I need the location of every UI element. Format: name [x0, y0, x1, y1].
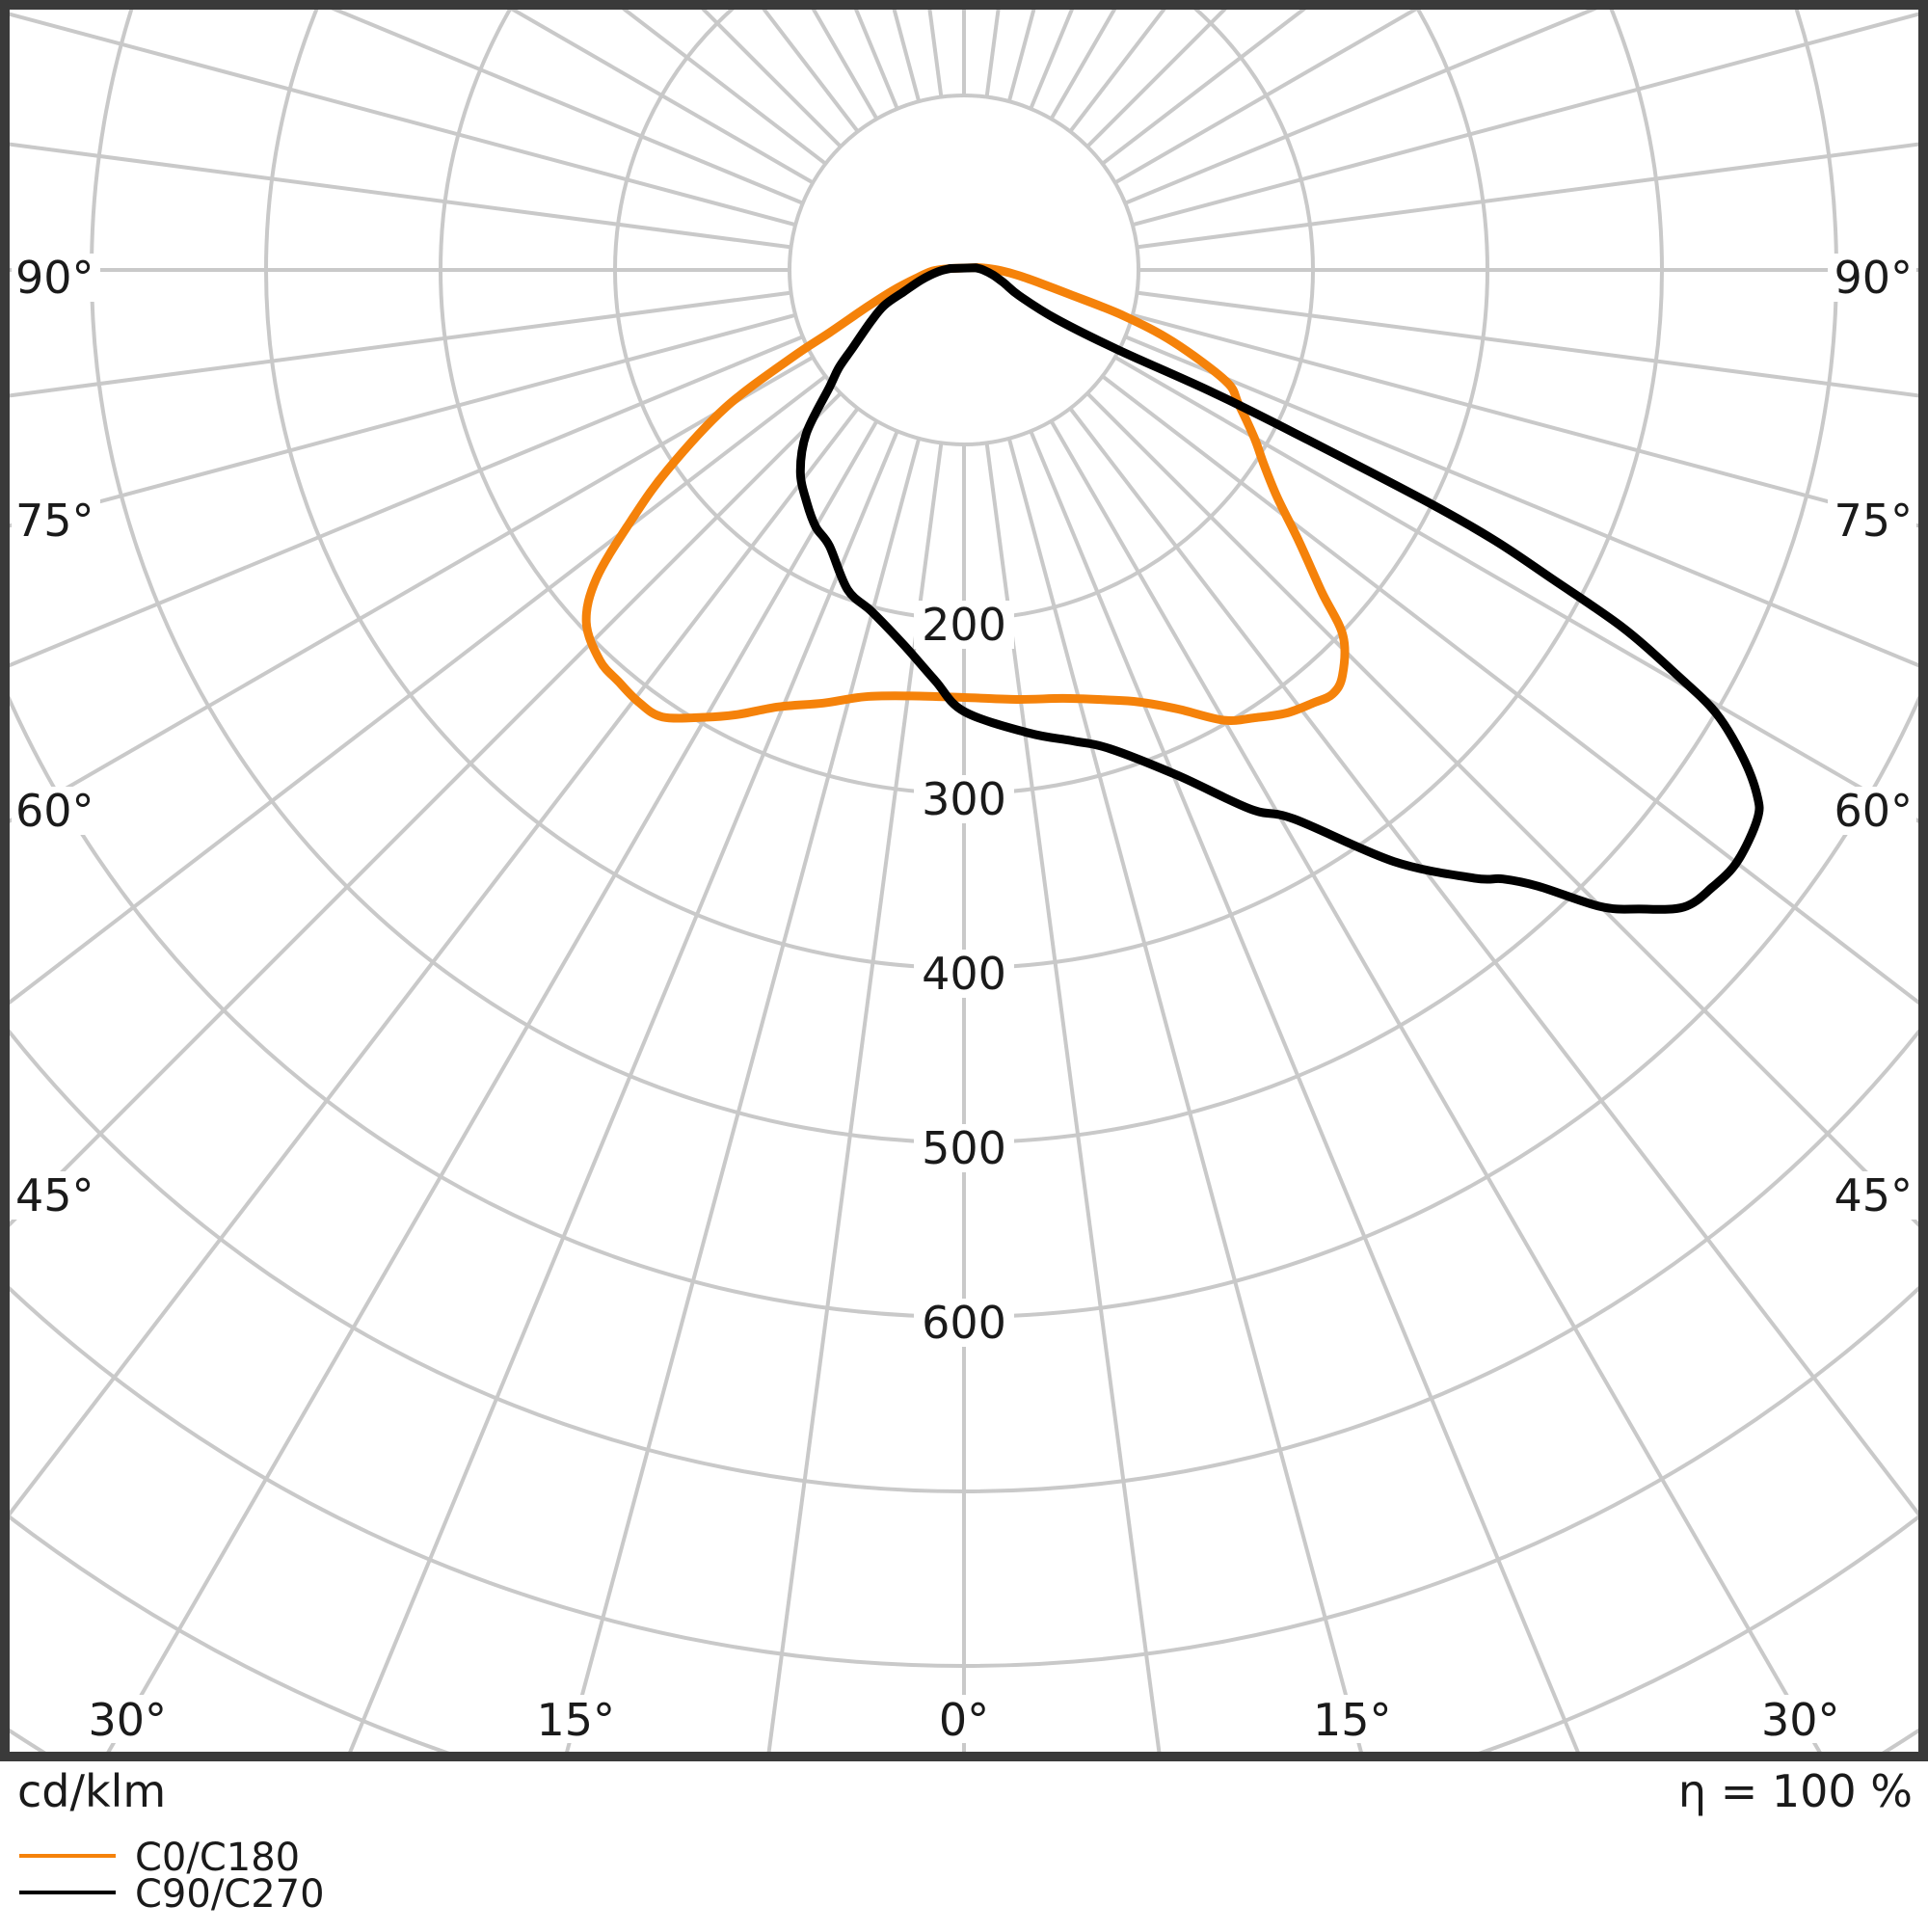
grid-spoke	[987, 443, 1292, 1928]
unit-label: cd/klm	[17, 1765, 166, 1817]
radial-tick-label: 500	[922, 1122, 1006, 1174]
radial-tick-label: 400	[922, 948, 1006, 1000]
grid-spoke	[1133, 315, 1928, 919]
angle-tick-label: 45°	[15, 1169, 94, 1221]
grid-spoke	[1103, 0, 1928, 164]
angle-tick-label: 75°	[15, 495, 94, 547]
grid-spoke	[1137, 0, 1928, 247]
grid-spoke	[0, 0, 803, 203]
angle-tick-label: 75°	[1834, 495, 1913, 547]
grid-spoke	[0, 315, 795, 919]
efficiency-label: η = 100 %	[1678, 1765, 1913, 1817]
radial-tick-label: 600	[922, 1297, 1006, 1349]
radial-tick-label: 200	[922, 599, 1006, 651]
grid-spoke	[5, 0, 897, 109]
angle-tick-label: 90°	[1834, 252, 1913, 304]
grid-spoke	[1031, 0, 1923, 109]
angle-tick-label: 45°	[1834, 1169, 1913, 1221]
grid-spoke	[315, 0, 919, 101]
angle-tick-label: 0°	[939, 1694, 989, 1746]
legend-label-c90-c270: C90/C270	[135, 1872, 325, 1917]
angle-tick-label: 15°	[1313, 1694, 1392, 1746]
angle-tick-label: 30°	[88, 1694, 167, 1746]
grid-spoke	[0, 0, 825, 164]
grid-spoke	[0, 293, 791, 598]
angle-tick-label: 60°	[15, 785, 94, 837]
angle-tick-label: 60°	[1834, 785, 1913, 837]
grid-spoke	[1009, 0, 1613, 101]
angle-tick-label: 15°	[536, 1694, 615, 1746]
legend: C0/C180 C90/C270	[19, 1836, 325, 1917]
angle-tick-label: 30°	[1761, 1694, 1840, 1746]
angle-tick-label: 90°	[15, 252, 94, 304]
radial-tick-label: 300	[922, 773, 1006, 825]
grid-spoke	[1125, 0, 1928, 203]
grid-spoke	[637, 443, 942, 1928]
grid-spoke	[0, 0, 791, 247]
